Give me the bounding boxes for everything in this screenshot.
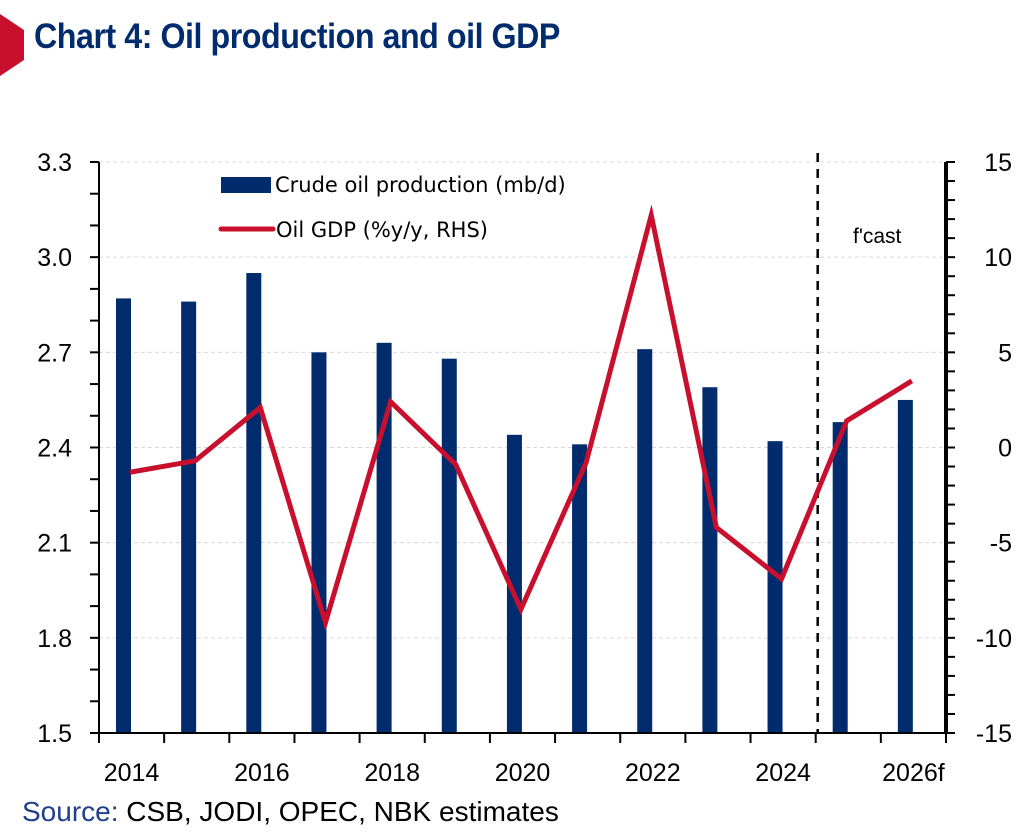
x-tick-label: 2016 (234, 759, 290, 787)
legend-label-bar: Crude oil production (mb/d) (275, 173, 566, 197)
gridlines (99, 161, 946, 639)
y-left-tick-label: 1.5 (37, 720, 72, 748)
y-left-tick-label: 2.7 (37, 339, 72, 367)
y-axis-right-labels: -15 -10 -5 0 5 10 15 (976, 149, 1012, 748)
y-right-tick-label: 5 (998, 339, 1012, 367)
y-left-tick-label: 2.1 (37, 530, 72, 558)
bar-2017 (311, 352, 327, 733)
title-accent-marker (0, 14, 24, 76)
source-label: Source: (22, 796, 119, 827)
bar-series (116, 273, 913, 733)
y-left-tick-label: 1.8 (37, 625, 72, 653)
bar-2014 (116, 298, 131, 733)
bar-2021 (572, 444, 588, 733)
bar-2024 (767, 441, 783, 733)
bar-2026f (897, 399, 913, 733)
forecast-annotation: f'cast (853, 225, 902, 248)
y-right-tick-label: 0 (998, 435, 1012, 463)
x-tick-label: 2022 (625, 759, 681, 787)
y-right-tick-label: -10 (976, 625, 1012, 653)
page-title: Chart 4: Oil production and oil GDP (34, 17, 560, 56)
y-axis-left-labels: 1.5 1.8 2.1 2.4 2.7 3.0 3.3 (37, 149, 72, 748)
bar-2019 (441, 358, 457, 733)
y-left-tick-label: 2.4 (37, 435, 72, 463)
y-left-tick-label: 3.0 (37, 244, 72, 272)
axes (90, 161, 955, 743)
bar-2022 (637, 349, 653, 733)
bar-2020 (506, 434, 522, 733)
x-tick-label: 2018 (364, 759, 420, 787)
y-left-tick-label: 3.3 (37, 149, 72, 177)
x-tick-label: 2014 (104, 759, 160, 787)
y-right-tick-label: 15 (984, 149, 1012, 177)
legend: Crude oil production (mb/d) Oil GDP (%y/… (218, 173, 566, 242)
y-right-tick-label: 10 (984, 244, 1012, 272)
y-right-tick-label: -15 (976, 720, 1012, 748)
y-right-tick-label: -5 (990, 530, 1012, 558)
bar-2016 (246, 273, 262, 733)
source-note: Source: CSB, JODI, OPEC, NBK estimates (22, 796, 559, 828)
bar-2025 (832, 422, 848, 733)
x-tick-label: 2020 (495, 759, 551, 787)
legend-label-line: Oil GDP (%y/y, RHS) (276, 218, 488, 242)
source-text: CSB, JODI, OPEC, NBK estimates (118, 796, 559, 827)
x-axis-labels: 2014 2016 2018 2020 2022 2024 2026f (104, 759, 945, 787)
x-tick-label: 2024 (755, 759, 811, 787)
bar-2015 (181, 301, 197, 733)
line-series (129, 204, 914, 632)
bar-2023 (702, 387, 718, 733)
legend-swatch-bar (221, 177, 271, 193)
x-tick-label: 2026f (882, 759, 945, 787)
